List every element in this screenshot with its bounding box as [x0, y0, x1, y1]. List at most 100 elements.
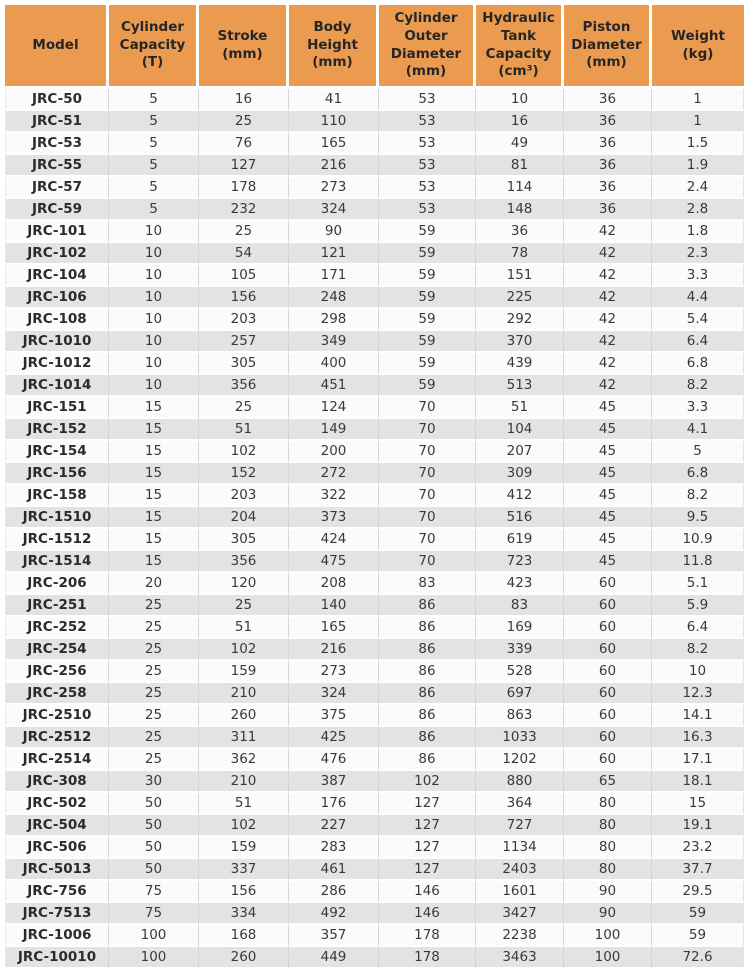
- value-cell: 204: [199, 507, 289, 529]
- value-cell: 42: [564, 221, 652, 243]
- value-cell: 50: [109, 793, 199, 815]
- value-cell: 2.3: [652, 243, 744, 265]
- value-cell: 1033: [476, 727, 564, 749]
- value-cell: 863: [476, 705, 564, 727]
- value-cell: 110: [289, 111, 379, 133]
- value-cell: 165: [289, 133, 379, 155]
- value-cell: 127: [379, 859, 476, 881]
- value-cell: 59: [652, 903, 744, 925]
- value-cell: 619: [476, 529, 564, 551]
- model-cell: JRC-53: [5, 133, 109, 155]
- value-cell: 16: [199, 89, 289, 111]
- value-cell: 200: [289, 441, 379, 463]
- table-row: JRC-258 25 210 324 86 697 60 12.3: [5, 683, 744, 705]
- value-cell: 227: [289, 815, 379, 837]
- value-cell: 25: [109, 705, 199, 727]
- value-cell: 140: [289, 595, 379, 617]
- value-cell: 11.8: [652, 551, 744, 573]
- value-cell: 20: [109, 573, 199, 595]
- value-cell: 15: [109, 485, 199, 507]
- value-cell: 60: [564, 749, 652, 771]
- value-cell: 60: [564, 727, 652, 749]
- model-cell: JRC-1010: [5, 331, 109, 353]
- value-cell: 59: [652, 925, 744, 947]
- model-cell: JRC-2510: [5, 705, 109, 727]
- value-cell: 1: [652, 111, 744, 133]
- value-cell: 5: [652, 441, 744, 463]
- value-cell: 286: [289, 881, 379, 903]
- table-row: JRC-55 5 127 216 53 81 36 1.9: [5, 155, 744, 177]
- value-cell: 59: [379, 287, 476, 309]
- value-cell: 70: [379, 551, 476, 573]
- value-cell: 10: [652, 661, 744, 683]
- value-cell: 8.2: [652, 485, 744, 507]
- value-cell: 25: [109, 749, 199, 771]
- model-cell: JRC-2512: [5, 727, 109, 749]
- value-cell: 2403: [476, 859, 564, 881]
- model-cell: JRC-258: [5, 683, 109, 705]
- value-cell: 81: [476, 155, 564, 177]
- model-cell: JRC-1006: [5, 925, 109, 947]
- value-cell: 439: [476, 353, 564, 375]
- value-cell: 248: [289, 287, 379, 309]
- value-cell: 298: [289, 309, 379, 331]
- value-cell: 159: [199, 661, 289, 683]
- value-cell: 148: [476, 199, 564, 221]
- value-cell: 283: [289, 837, 379, 859]
- value-cell: 337: [199, 859, 289, 881]
- value-cell: 45: [564, 529, 652, 551]
- value-cell: 3.3: [652, 397, 744, 419]
- value-cell: 90: [564, 903, 652, 925]
- value-cell: 86: [379, 683, 476, 705]
- value-cell: 1.5: [652, 133, 744, 155]
- value-cell: 127: [379, 837, 476, 859]
- table-row: JRC-1010 10 257 349 59 370 42 6.4: [5, 331, 744, 353]
- table-row: JRC-7513 75 334 492 146 3427 90 59: [5, 903, 744, 925]
- column-header-0: Model: [5, 5, 109, 89]
- value-cell: 513: [476, 375, 564, 397]
- value-cell: 334: [199, 903, 289, 925]
- value-cell: 25: [109, 683, 199, 705]
- value-cell: 25: [199, 595, 289, 617]
- value-cell: 3463: [476, 947, 564, 969]
- value-cell: 10: [109, 265, 199, 287]
- value-cell: 75: [109, 903, 199, 925]
- model-cell: JRC-502: [5, 793, 109, 815]
- model-cell: JRC-1510: [5, 507, 109, 529]
- model-cell: JRC-101: [5, 221, 109, 243]
- table-row: JRC-206 20 120 208 83 423 60 5.1: [5, 573, 744, 595]
- value-cell: 54: [199, 243, 289, 265]
- value-cell: 45: [564, 441, 652, 463]
- value-cell: 80: [564, 793, 652, 815]
- value-cell: 339: [476, 639, 564, 661]
- value-cell: 19.1: [652, 815, 744, 837]
- value-cell: 53: [379, 155, 476, 177]
- model-cell: JRC-59: [5, 199, 109, 221]
- value-cell: 4.4: [652, 287, 744, 309]
- table-row: JRC-254 25 102 216 86 339 60 8.2: [5, 639, 744, 661]
- value-cell: 102: [379, 771, 476, 793]
- value-cell: 86: [379, 727, 476, 749]
- value-cell: 10: [109, 331, 199, 353]
- value-cell: 60: [564, 573, 652, 595]
- column-header-5: Hydraulic Tank Capacity (cm³): [476, 5, 564, 89]
- value-cell: 425: [289, 727, 379, 749]
- table-row: JRC-256 25 159 273 86 528 60 10: [5, 661, 744, 683]
- table-row: JRC-1510 15 204 373 70 516 45 9.5: [5, 507, 744, 529]
- value-cell: 3427: [476, 903, 564, 925]
- model-cell: JRC-108: [5, 309, 109, 331]
- value-cell: 1202: [476, 749, 564, 771]
- value-cell: 208: [289, 573, 379, 595]
- model-cell: JRC-2514: [5, 749, 109, 771]
- value-cell: 10: [109, 309, 199, 331]
- value-cell: 159: [199, 837, 289, 859]
- value-cell: 697: [476, 683, 564, 705]
- value-cell: 15: [109, 419, 199, 441]
- model-cell: JRC-156: [5, 463, 109, 485]
- value-cell: 5: [109, 155, 199, 177]
- value-cell: 80: [564, 815, 652, 837]
- value-cell: 324: [289, 683, 379, 705]
- value-cell: 273: [289, 177, 379, 199]
- value-cell: 25: [109, 727, 199, 749]
- table-row: JRC-1012 10 305 400 59 439 42 6.8: [5, 353, 744, 375]
